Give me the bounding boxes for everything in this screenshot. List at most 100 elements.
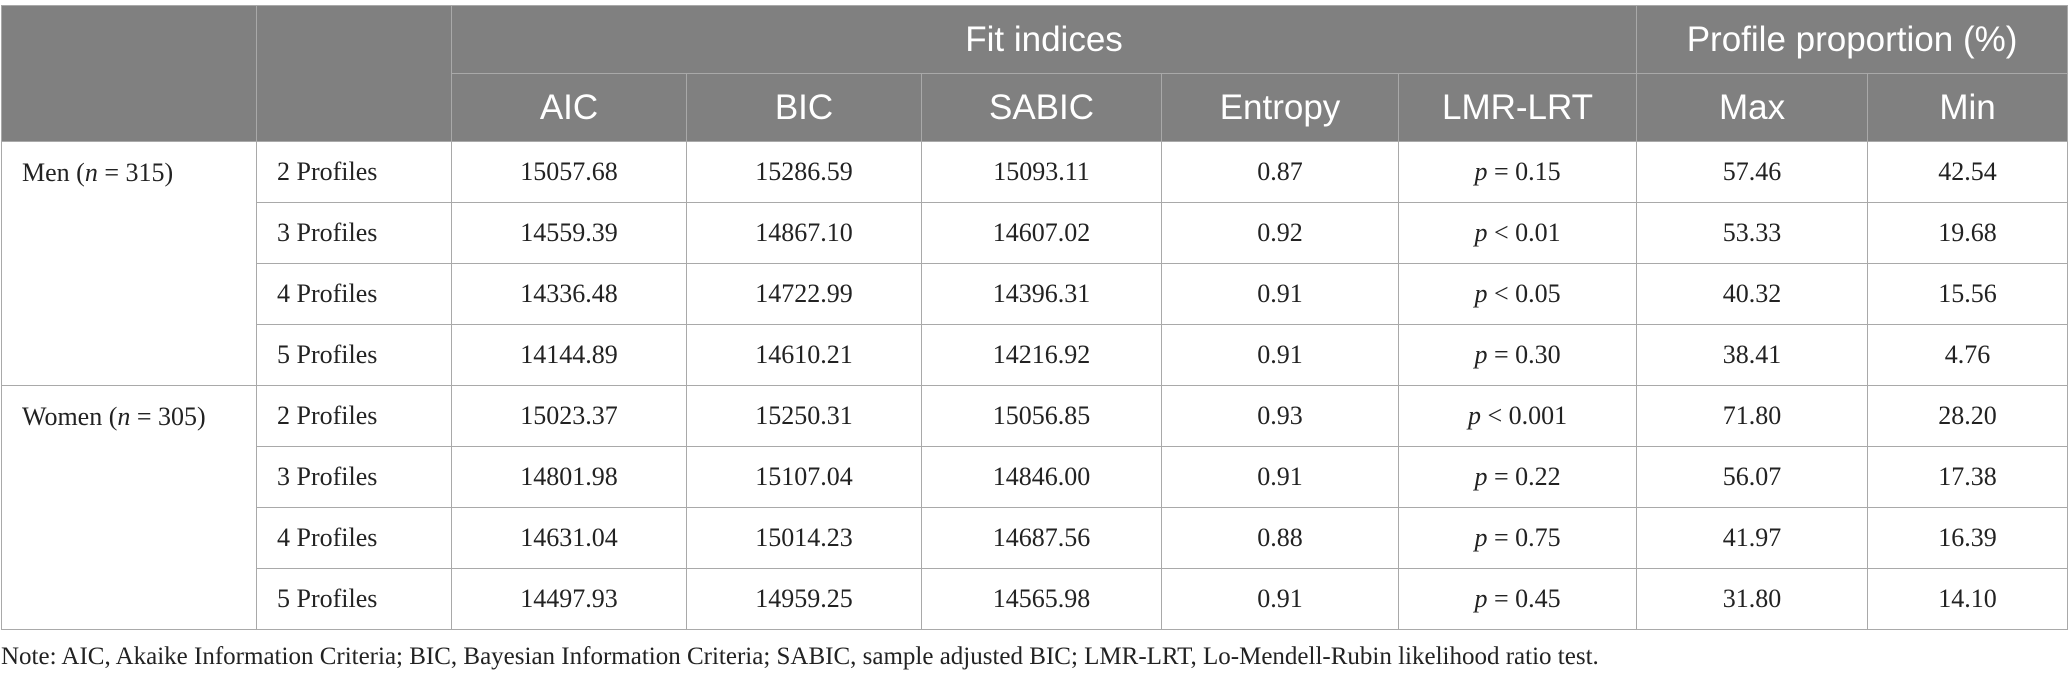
p-value: < 0.01 [1487,218,1561,247]
table-row: 4 Profiles 14631.04 15014.23 14687.56 0.88 p … [2,507,2068,569]
table-row: Women (n = 305) 2 Profiles 15023.37 15250.3… [1,385,2068,630]
p-value: < 0.001 [1480,401,1568,430]
aic-cell: 14144.89 [451,324,687,386]
lmr-lrt-cell: p < 0.01 [1397,202,1638,264]
group-name: Women ( [22,402,118,431]
profile-label: 4 Profiles [256,263,452,325]
p-symbol: p [1467,401,1481,430]
entropy-cell: 0.91 [1161,446,1399,508]
profile-label: 5 Profiles [256,568,452,630]
min-cell: 4.76 [1867,324,2068,386]
bic-cell: 15286.59 [686,141,922,203]
table-row: 5 Profiles 14144.89 14610.21 14216.92 0.91 p … [2,324,2068,386]
lmr-lrt-cell: p = 0.45 [1397,568,1638,630]
sabic-cell: 14687.56 [921,507,1162,569]
min-cell: 14.10 [1867,568,2068,630]
table-row: 3 Profiles 14559.39 14867.10 14607.02 0.92 p … [2,202,2068,264]
group-label: Women (n = 305) [1,385,257,630]
sabic-cell: 15056.85 [921,385,1162,447]
lmr-lrt-cell: p < 0.05 [1397,263,1638,325]
aic-cell: 14559.39 [451,202,687,264]
header-aic: AIC [451,73,687,142]
profile-label: 4 Profiles [256,507,452,569]
sabic-cell: 14216.92 [921,324,1162,386]
table-row: 4 Profiles 14336.48 14722.99 14396.31 0.91 p … [2,263,2068,325]
sabic-cell: 14565.98 [921,568,1162,630]
p-symbol: p [1474,462,1488,491]
header-lmr-lrt: LMR-LRT [1397,73,1638,142]
bic-cell: 15107.04 [686,446,922,508]
max-cell: 40.32 [1636,263,1869,325]
max-cell: 56.07 [1636,446,1869,508]
entropy-cell: 0.91 [1161,324,1399,386]
lmr-lrt-cell: p < 0.001 [1397,385,1638,447]
lmr-lrt-cell: p = 0.15 [1397,141,1638,203]
header-fit-indices: Fit indices [450,5,1638,74]
min-cell: 28.20 [1867,385,2068,447]
aic-cell: 14631.04 [451,507,687,569]
table-row: 5 Profiles 14497.93 14959.25 14565.98 0.91 p … [2,568,2068,630]
max-cell: 31.80 [1636,568,1869,630]
p-symbol: p [1474,584,1488,613]
bic-cell: 14722.99 [686,263,922,325]
bic-cell: 14959.25 [686,568,922,630]
entropy-cell: 0.88 [1161,507,1399,569]
min-cell: 15.56 [1867,263,2068,325]
min-cell: 42.54 [1867,141,2068,203]
sabic-cell: 15093.11 [921,141,1162,203]
bic-cell: 14867.10 [686,202,922,264]
table-body: Men (n = 315) 2 Profiles 15057.68 15286.59 1… [1,141,2068,630]
min-cell: 19.68 [1867,202,2068,264]
profile-label: 2 Profiles [256,141,452,203]
aic-cell: 15023.37 [451,385,687,447]
aic-cell: 15057.68 [451,141,687,203]
table-header: Fit indices Profile proportion (%) AIC B… [1,5,2068,142]
max-cell: 38.41 [1636,324,1869,386]
p-value: = 0.45 [1487,584,1561,613]
table-row: Men (n = 315) 2 Profiles 15057.68 15286.59 1… [1,141,2068,386]
entropy-cell: 0.93 [1161,385,1399,447]
max-cell: 53.33 [1636,202,1869,264]
bic-cell: 15250.31 [686,385,922,447]
sabic-cell: 14846.00 [921,446,1162,508]
sabic-cell: 14607.02 [921,202,1162,264]
bic-cell: 15014.23 [686,507,922,569]
max-cell: 71.80 [1636,385,1869,447]
group-label: Men (n = 315) [1,141,257,386]
p-value: = 0.75 [1487,523,1561,552]
entropy-cell: 0.91 [1161,263,1399,325]
header-blank-profile [256,5,452,142]
table-note: Note: AIC, Akaike Information Criteria; … [1,643,1599,670]
n-symbol: n [117,402,131,431]
entropy-cell: 0.91 [1161,568,1399,630]
p-symbol: p [1474,340,1488,369]
max-cell: 57.46 [1636,141,1869,203]
header-min: Min [1867,73,2068,142]
table-row: 3 Profiles 14801.98 15107.04 14846.00 0.91 p … [2,446,2068,508]
group-name: Men ( [22,158,85,187]
lmr-lrt-cell: p = 0.75 [1397,507,1638,569]
fit-indices-table: Fit indices Profile proportion (%) AIC B… [1,5,2068,630]
entropy-cell: 0.92 [1161,202,1399,264]
aic-cell: 14801.98 [451,446,687,508]
header-sabic: SABIC [921,73,1162,142]
entropy-cell: 0.87 [1161,141,1399,203]
sabic-cell: 14396.31 [921,263,1162,325]
p-symbol: p [1474,523,1488,552]
profile-label: 5 Profiles [256,324,452,386]
min-cell: 16.39 [1867,507,2068,569]
n-value: = 305) [130,402,206,431]
lmr-lrt-cell: p = 0.30 [1397,324,1638,386]
header-blank-group [1,5,257,142]
aic-cell: 14497.93 [451,568,687,630]
lmr-lrt-cell: p = 0.22 [1397,446,1638,508]
n-value: = 315) [97,158,174,187]
profile-label: 2 Profiles [256,385,452,447]
p-symbol: p [1474,157,1488,186]
max-cell: 41.97 [1636,507,1869,569]
p-value: < 0.05 [1487,279,1561,308]
p-value: = 0.15 [1487,157,1561,186]
profile-label: 3 Profiles [256,202,452,264]
bic-cell: 14610.21 [686,324,922,386]
header-entropy: Entropy [1161,73,1399,142]
